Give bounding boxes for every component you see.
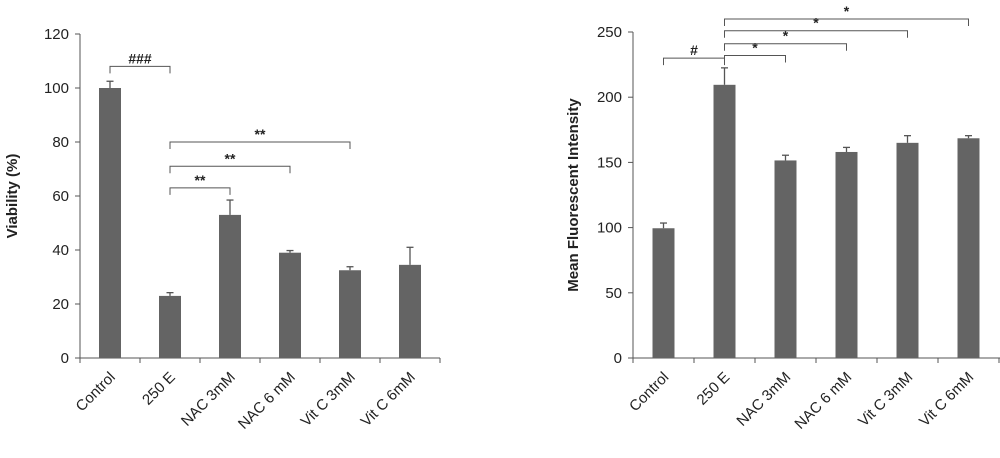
x-tick-label: 250 E [694,369,734,409]
y-tick-label: 0 [614,350,622,367]
y-tick-label: 200 [597,89,622,106]
y-tick-label: 0 [61,350,69,367]
y-tick-label: 80 [52,134,69,151]
x-tick-label: NAC 6 mM [791,369,855,433]
significance-label: * [813,15,819,31]
bar [713,84,736,358]
y-axis-title: Mean Fluorescent Intensity [565,98,582,292]
significance-label: ** [195,172,206,188]
x-tick-label: NAC 6 mM [235,369,299,433]
significance-label: ** [225,150,236,166]
significance-bracket [724,54,786,63]
y-tick-label: 20 [52,296,69,313]
significance-bracket [663,57,725,66]
significance-bracket [109,65,171,74]
y-tick-label: 250 [597,24,622,41]
y-tick-label: 120 [44,26,69,43]
y-tick-label: 40 [52,242,69,259]
bar [896,142,919,358]
y-tick-label: 100 [44,80,69,97]
significance-bracket [169,187,231,195]
viability-chart: 0 20 40 60 80 100 120 Viability (%) Control 250 E… [4,26,441,433]
significance-bracket [724,43,847,51]
significance-label: * [752,39,758,55]
bar [835,151,858,358]
significance-label: ### [128,50,152,66]
fluorescence-chart: 0 50 100 150 200 250 Mean Fluorescent Intensit… [565,3,1000,433]
x-tick-label: NAC 3mM [178,369,239,430]
significance-label: * [783,28,789,44]
bar [652,228,675,358]
bar [399,264,421,358]
bar [957,138,980,358]
significance-bracket [724,30,908,38]
significance-label: ** [255,126,266,142]
x-tick-label: Vit C 3mM [855,369,916,430]
x-tick-label: Vit C 3mM [297,369,358,430]
x-tick-label: Control [73,369,119,415]
x-tick-label: Vit C 6mM [916,369,977,430]
y-tick-label: 150 [597,154,622,171]
significance-label: * [844,3,850,19]
bar [159,295,181,358]
x-tick-label: Vit C 6mM [357,369,418,430]
bar [339,270,361,358]
significance-bracket [169,141,351,149]
bar [99,88,121,358]
bar [219,214,241,358]
bar [774,160,797,358]
significance-label: # [690,42,698,58]
x-tick-label: NAC 3mM [733,369,794,430]
x-tick-label: Control [626,369,672,415]
significance-bracket [169,165,291,174]
y-tick-label: 50 [605,285,622,302]
y-axis-title: Viability (%) [4,154,21,239]
significance-bracket [724,18,969,26]
bar [279,252,301,358]
x-tick-label: 250 E [139,369,179,409]
y-tick-label: 100 [597,220,622,237]
y-tick-label: 60 [52,188,69,205]
